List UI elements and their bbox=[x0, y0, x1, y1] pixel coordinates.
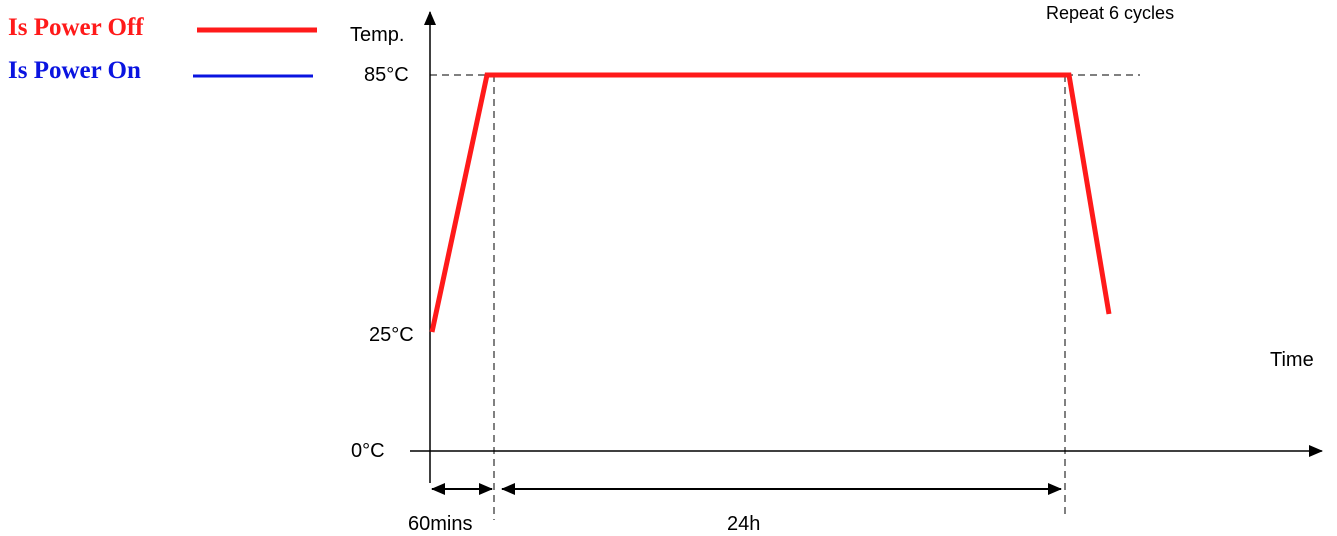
legend-power-on-label: Is Power On bbox=[8, 57, 141, 84]
y-axis-label: Temp. bbox=[350, 24, 404, 46]
y-tick-85c: 85°C bbox=[364, 64, 409, 86]
ramp-duration-label: 60mins bbox=[408, 513, 472, 535]
dwell-duration-label: 24h bbox=[727, 513, 760, 535]
temperature-profile-line bbox=[429, 72, 1112, 333]
x-axis-label: Time bbox=[1270, 349, 1314, 371]
y-tick-25c: 25°C bbox=[369, 324, 414, 346]
repeat-cycles-annotation: Repeat 6 cycles bbox=[1046, 3, 1174, 23]
y-tick-0c: 0°C bbox=[351, 440, 385, 462]
legend-power-off-label: Is Power Off bbox=[8, 14, 144, 41]
